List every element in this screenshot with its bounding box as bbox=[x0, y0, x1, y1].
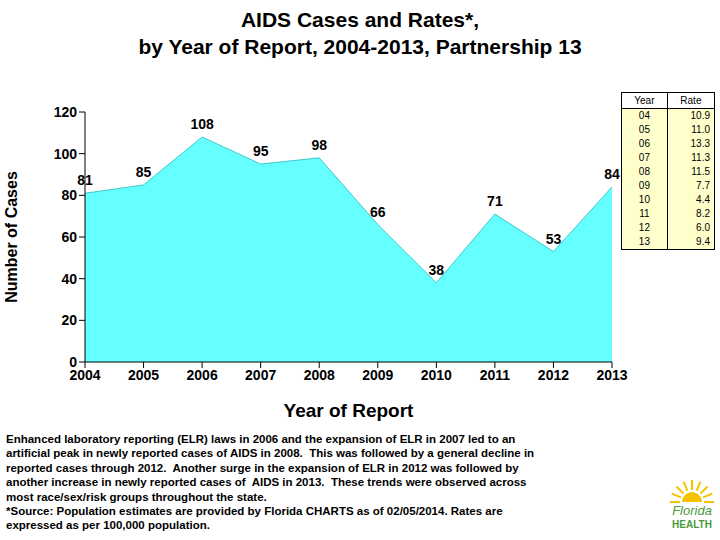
svg-text:60: 60 bbox=[61, 229, 77, 245]
svg-text:66: 66 bbox=[370, 204, 386, 220]
html-text:13.3: 13.3 bbox=[690, 138, 710, 149]
svg-text:85: 85 bbox=[136, 164, 152, 180]
svg-text:38: 38 bbox=[429, 262, 445, 278]
svg-text:2010: 2010 bbox=[421, 367, 452, 383]
html-text:11.5: 11.5 bbox=[691, 166, 710, 177]
svg-text:120: 120 bbox=[54, 104, 78, 120]
svg-text:2011: 2011 bbox=[480, 367, 511, 383]
svg-text:2005: 2005 bbox=[128, 367, 159, 383]
html-text:4.4: 4.4 bbox=[696, 194, 710, 205]
html-text:11.0: 11.0 bbox=[691, 124, 710, 135]
svg-text:80: 80 bbox=[61, 187, 77, 203]
html-text:by Year of Report, 2004-2013,: by Year of Report, 2004-2013, Partnershi… bbox=[138, 35, 582, 58]
html-text:Florida: Florida bbox=[672, 503, 712, 518]
html-text:11: 11 bbox=[639, 208, 650, 219]
html-text:10.9: 10.9 bbox=[690, 110, 710, 121]
html-text:05: 05 bbox=[638, 124, 650, 135]
svg-text:84: 84 bbox=[604, 166, 620, 182]
svg-text:108: 108 bbox=[190, 116, 214, 132]
html-text:13: 13 bbox=[638, 236, 650, 247]
html-text:12: 12 bbox=[638, 222, 650, 233]
svg-text:2006: 2006 bbox=[187, 367, 218, 383]
svg-text:2009: 2009 bbox=[362, 367, 393, 383]
html-text:expressed as per 100,000 popul: expressed as per 100,000 population. bbox=[6, 519, 210, 532]
html-text:11.3: 11.3 bbox=[691, 152, 710, 163]
html-text:Year: Year bbox=[634, 95, 655, 106]
html-text:AIDS Cases and Rates*,: AIDS Cases and Rates*, bbox=[240, 8, 479, 31]
html-text:artificial peak in newly repor: artificial peak in newly reported cases … bbox=[6, 447, 535, 460]
html-text:*Source: Population estimates: *Source: Population estimates are provid… bbox=[6, 505, 503, 517]
svg-text:95: 95 bbox=[253, 143, 269, 159]
svg-text:2013: 2013 bbox=[596, 367, 627, 383]
svg-text:100: 100 bbox=[54, 146, 78, 162]
html-text:HEALTH: HEALTH bbox=[672, 519, 712, 530]
html-text:another increase in newly repo: another increase in newly reported cases… bbox=[6, 476, 527, 489]
svg-text:Year of Report: Year of Report bbox=[284, 400, 415, 421]
svg-text:2012: 2012 bbox=[538, 367, 569, 383]
svg-text:40: 40 bbox=[61, 271, 77, 287]
svg-text:98: 98 bbox=[311, 137, 327, 153]
svg-text:20: 20 bbox=[61, 312, 77, 328]
html-text:7.7: 7.7 bbox=[696, 180, 710, 191]
html-text:9.4: 9.4 bbox=[696, 236, 710, 247]
svg-text:81: 81 bbox=[77, 172, 93, 188]
svg-text:Number of Cases: Number of Cases bbox=[8, 171, 20, 303]
html-text:most race/sex/risk groups thro: most race/sex/risk groups throughout the… bbox=[6, 490, 267, 503]
svg-text:0: 0 bbox=[69, 354, 77, 370]
html-text:8.2: 8.2 bbox=[696, 208, 710, 219]
html-text:Enhanced laboratory reporting: Enhanced laboratory reporting (ELR) laws… bbox=[6, 433, 516, 445]
html-text:6.0: 6.0 bbox=[696, 222, 710, 233]
svg-text:2008: 2008 bbox=[304, 367, 335, 383]
html-text:09: 09 bbox=[638, 180, 650, 191]
html-text:reported cases through 2012. A: reported cases through 2012. Another sur… bbox=[6, 461, 519, 474]
html-text:08: 08 bbox=[638, 166, 650, 177]
html-text:06: 06 bbox=[638, 138, 650, 149]
svg-text:71: 71 bbox=[487, 193, 503, 209]
svg-text:2007: 2007 bbox=[245, 367, 276, 383]
html-text:07: 07 bbox=[638, 152, 650, 163]
html-text:10: 10 bbox=[638, 194, 650, 205]
html-text:04: 04 bbox=[638, 110, 650, 121]
svg-text:2004: 2004 bbox=[69, 366, 101, 383]
html-text:Rate: Rate bbox=[680, 95, 702, 106]
svg-text:53: 53 bbox=[546, 231, 562, 247]
